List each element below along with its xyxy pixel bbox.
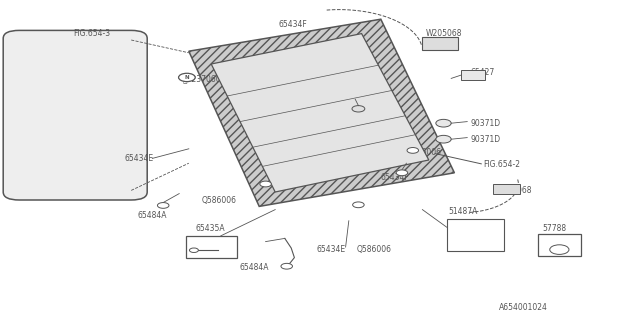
Bar [186,236,237,258]
Text: W205068: W205068 [426,29,462,38]
Bar [447,219,504,251]
Circle shape [157,203,169,208]
Text: Q586006: Q586006 [357,245,392,254]
Bar [493,184,520,194]
Bar [538,234,581,256]
Text: Q586006: Q586006 [406,148,442,156]
Text: 57788: 57788 [543,224,567,233]
Bar [422,37,458,50]
Text: 65434F: 65434F [381,173,410,182]
Text: 65484A: 65484A [138,212,167,220]
Text: Q586006: Q586006 [202,196,237,204]
Text: N: N [184,75,189,80]
Circle shape [550,245,569,254]
Text: W205068: W205068 [496,186,532,195]
Text: 65434E: 65434E [125,154,154,163]
Circle shape [407,148,419,153]
Circle shape [352,106,365,112]
Text: 65484A: 65484A [240,263,269,272]
Text: 90371D: 90371D [470,135,500,144]
Text: 81988A: 81988A [323,100,353,108]
Text: FIG.654-3: FIG.654-3 [74,29,111,38]
Text: 65434F: 65434F [278,20,307,28]
Circle shape [189,248,198,252]
Text: 65435A: 65435A [195,224,225,233]
Text: 51487A: 51487A [448,207,477,216]
Text: ⓝ023706000(6): ⓝ023706000(6) [182,74,242,83]
Text: 65427: 65427 [470,68,495,76]
Circle shape [179,73,195,82]
Text: FIG.654-2: FIG.654-2 [483,160,520,169]
Circle shape [281,263,292,269]
Polygon shape [211,34,429,192]
Text: 51487: 51487 [448,245,472,254]
Polygon shape [189,19,454,206]
Circle shape [396,170,408,176]
Text: A654001024: A654001024 [499,303,548,312]
Bar [461,70,485,80]
Circle shape [436,135,451,143]
Text: 65434E: 65434E [317,245,346,254]
Circle shape [353,202,364,208]
Text: 90371D: 90371D [470,119,500,128]
Text: 51487: 51487 [467,221,492,230]
FancyBboxPatch shape [3,30,147,200]
Circle shape [260,181,271,187]
Circle shape [436,119,451,127]
